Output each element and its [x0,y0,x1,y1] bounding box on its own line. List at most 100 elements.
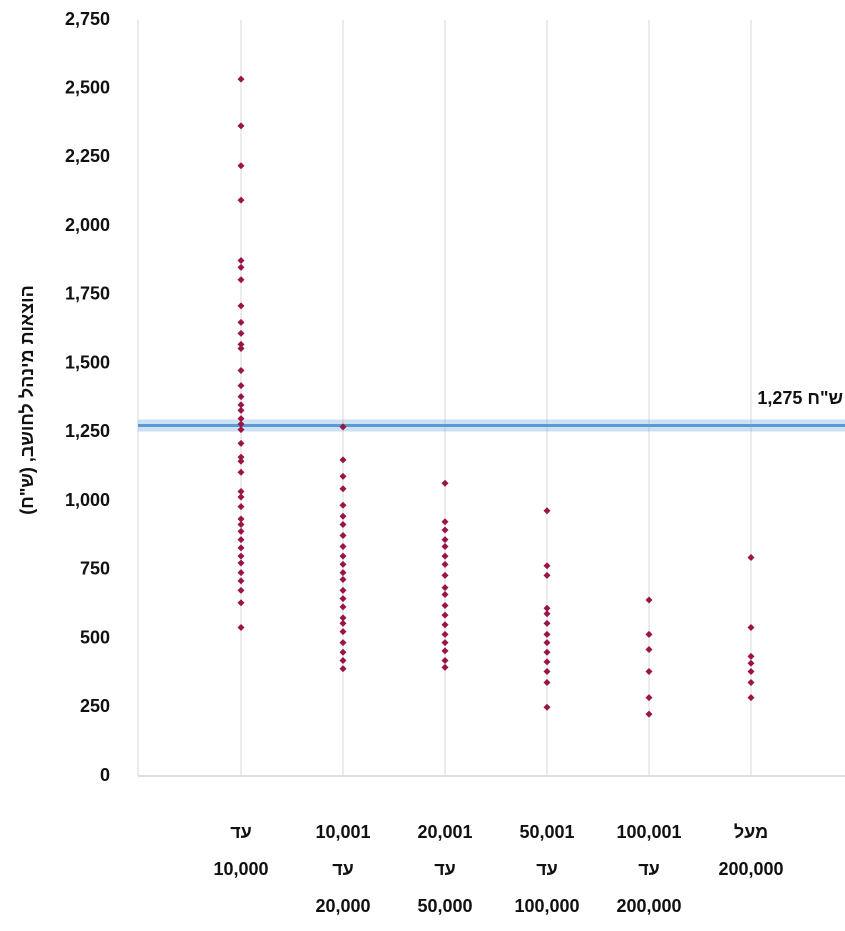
data-point [441,639,449,647]
data-point [237,340,245,348]
data-point [339,512,347,520]
data-point [441,602,449,610]
data-point [237,276,245,284]
y-tick-label: 2,750 [65,9,110,29]
y-tick-label: 250 [80,696,110,716]
data-point [441,536,449,544]
data-point [339,648,347,656]
data-point [339,520,347,528]
data-point [441,591,449,599]
reference-label: 1,275 ש"ח [757,388,843,408]
data-point [645,646,653,654]
data-point [237,329,245,337]
data-point [237,559,245,567]
data-point [339,501,347,509]
data-point [441,542,449,550]
data-point [237,382,245,390]
data-point [339,531,347,539]
x-tick-label: 100,001 [616,822,681,842]
data-point [237,457,245,465]
data-point [645,630,653,638]
y-tick-label: 1,750 [65,284,110,304]
data-point [237,196,245,204]
data-point [237,599,245,607]
y-tick-label: 750 [80,559,110,579]
data-point [441,526,449,534]
data-point [747,652,755,660]
y-tick-label: 0 [100,765,110,785]
data-point [543,630,551,638]
data-point [339,595,347,603]
data-point [441,552,449,560]
data-point [339,628,347,636]
data-point [543,610,551,618]
data-point [237,515,245,523]
x-tick-label: 200,000 [718,859,783,879]
y-tick-label: 500 [80,627,110,647]
y-tick-label: 1,500 [65,352,110,372]
x-tick-label: עד [230,822,252,842]
data-point [441,630,449,638]
data-point [237,586,245,594]
x-tick-label: 200,000 [616,896,681,916]
data-point [747,694,755,702]
x-tick-label: עד [638,859,660,879]
data-point [237,345,245,353]
data-point [441,560,449,568]
data-point [237,527,245,535]
data-point [237,487,245,495]
data-point [747,679,755,687]
data-point [543,507,551,515]
data-point [237,302,245,310]
data-point [339,456,347,464]
data-point [543,658,551,666]
data-point [237,75,245,83]
data-point [237,367,245,375]
x-tick-label: 10,000 [213,859,268,879]
data-point [339,569,347,577]
data-point [543,648,551,656]
data-point [543,562,551,570]
data-point [237,569,245,577]
data-point [339,472,347,480]
x-tick-label: 50,000 [417,896,472,916]
data-point [441,657,449,665]
data-point [339,575,347,583]
data-point [339,485,347,493]
data-point [237,415,245,423]
data-point [237,420,245,428]
x-tick-label: 20,001 [417,822,472,842]
data-point [237,426,245,434]
data-point [645,668,653,676]
data-point [237,439,245,447]
x-tick-label: 10,001 [315,822,370,842]
data-point [747,668,755,676]
data-point [441,647,449,655]
data-point [747,659,755,667]
data-point [237,453,245,461]
data-point [339,560,347,568]
x-tick-label: 50,001 [519,822,574,842]
data-point [339,614,347,622]
data-point [237,406,245,414]
data-point [747,624,755,632]
data-point [237,520,245,528]
data-point [237,122,245,130]
y-tick-label: 2,500 [65,77,110,97]
data-point [237,393,245,401]
data-point [237,401,245,409]
data-point [543,639,551,647]
y-axis-title: הוצאות מינהל לחושב, (ש"ח) [17,285,37,515]
data-point [543,619,551,627]
y-tick-label: 2,250 [65,146,110,166]
x-tick-label: 20,000 [315,896,370,916]
data-point [543,571,551,579]
data-point [441,621,449,629]
data-point [441,479,449,487]
data-point [339,586,347,594]
y-tick-label: 2,000 [65,215,110,235]
data-point [441,611,449,619]
data-point [543,604,551,612]
data-point [441,584,449,592]
